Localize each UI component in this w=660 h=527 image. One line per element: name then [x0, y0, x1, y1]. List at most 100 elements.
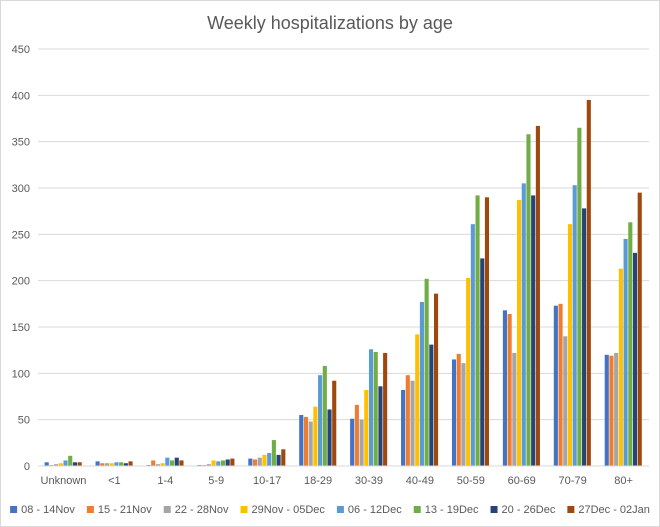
bar — [77, 462, 82, 466]
bar — [470, 224, 475, 466]
legend-label: 20 - 26Dec — [502, 504, 556, 516]
bar — [271, 440, 276, 466]
legend-swatch — [240, 506, 248, 513]
bar — [322, 365, 327, 466]
bar — [512, 352, 517, 466]
bar — [216, 461, 221, 466]
bar — [558, 303, 563, 466]
bar — [368, 349, 374, 466]
legend-label: 27Dec - 02Jan — [578, 504, 650, 516]
legend-swatch — [336, 506, 344, 513]
x-tick-label: 40-49 — [406, 475, 434, 487]
bar — [586, 99, 591, 466]
bar — [535, 125, 540, 466]
bar — [267, 453, 272, 466]
y-tick-label: 350 — [12, 137, 30, 149]
bar — [257, 457, 262, 466]
bar — [109, 463, 114, 466]
bar — [225, 459, 230, 466]
bar — [582, 208, 587, 466]
x-tick-label: 50-59 — [457, 475, 485, 487]
y-tick-label: 200 — [12, 276, 30, 288]
bar — [179, 460, 184, 466]
bar — [618, 268, 623, 466]
bar — [308, 421, 313, 466]
bar — [405, 375, 410, 466]
legend-swatch — [490, 506, 498, 513]
bar — [517, 200, 522, 467]
bar — [429, 344, 434, 466]
bar — [531, 195, 536, 466]
legend-swatch — [163, 506, 171, 513]
bar — [174, 457, 179, 466]
bar — [424, 278, 429, 466]
bar — [68, 455, 73, 466]
bar — [170, 460, 175, 466]
bar — [119, 462, 124, 466]
bar — [220, 460, 226, 466]
bar — [303, 416, 309, 466]
bar — [567, 224, 573, 466]
bar — [206, 464, 211, 466]
bar — [262, 454, 267, 466]
bar — [253, 459, 258, 466]
bar — [299, 415, 304, 466]
bar — [410, 380, 415, 466]
y-tick-label: 400 — [12, 90, 30, 102]
legend-label: 15 - 21Nov — [98, 504, 152, 516]
bar — [475, 195, 480, 466]
bar — [609, 355, 614, 466]
legend-label: 22 - 28Nov — [175, 504, 229, 516]
bar — [276, 454, 281, 466]
bar — [480, 258, 485, 466]
bar — [114, 462, 119, 466]
legend-label: 08 - 14Nov — [21, 504, 75, 516]
bar — [434, 293, 439, 466]
bar — [58, 463, 63, 466]
y-tick-label: 450 — [12, 44, 30, 56]
legend-swatch — [413, 506, 421, 513]
x-tick-label: 5-9 — [208, 475, 224, 487]
y-tick-label: 250 — [12, 229, 30, 241]
bar — [151, 460, 156, 466]
bar — [628, 222, 633, 466]
x-tick-label: 80+ — [614, 475, 633, 487]
bar — [354, 404, 359, 466]
bar — [614, 352, 619, 466]
bar — [553, 305, 558, 466]
bar — [456, 353, 461, 466]
bar — [155, 464, 160, 466]
bar — [54, 464, 59, 466]
bar — [461, 363, 466, 466]
x-tick-label: 18-29 — [304, 475, 332, 487]
bar — [484, 197, 490, 466]
chart-title: Weekly hospitalizations by age — [207, 13, 453, 33]
bar — [623, 238, 628, 466]
bar — [160, 463, 165, 466]
y-tick-label: 150 — [12, 322, 30, 334]
gridlines — [38, 48, 649, 421]
y-tick-label: 100 — [12, 368, 30, 380]
bar — [72, 462, 77, 466]
bar — [415, 334, 420, 466]
x-tick-label: 30-39 — [355, 475, 383, 487]
legend-label: 13 - 19Dec — [425, 504, 479, 516]
bars — [44, 99, 642, 467]
bar — [572, 185, 577, 466]
bar — [632, 252, 638, 466]
y-tick-label: 300 — [12, 183, 30, 195]
bar — [44, 462, 49, 466]
bar — [507, 314, 512, 466]
legend-swatch — [10, 506, 18, 513]
legend: 08 - 14Nov 15 - 21Nov 22 - 28Nov 29Nov - 05… — [10, 504, 650, 516]
bar — [378, 386, 383, 466]
bar — [332, 380, 337, 466]
bar — [604, 354, 609, 466]
bar — [383, 352, 388, 466]
bar — [248, 458, 253, 466]
bar — [577, 127, 582, 467]
bar — [401, 390, 406, 466]
bar — [502, 310, 507, 466]
